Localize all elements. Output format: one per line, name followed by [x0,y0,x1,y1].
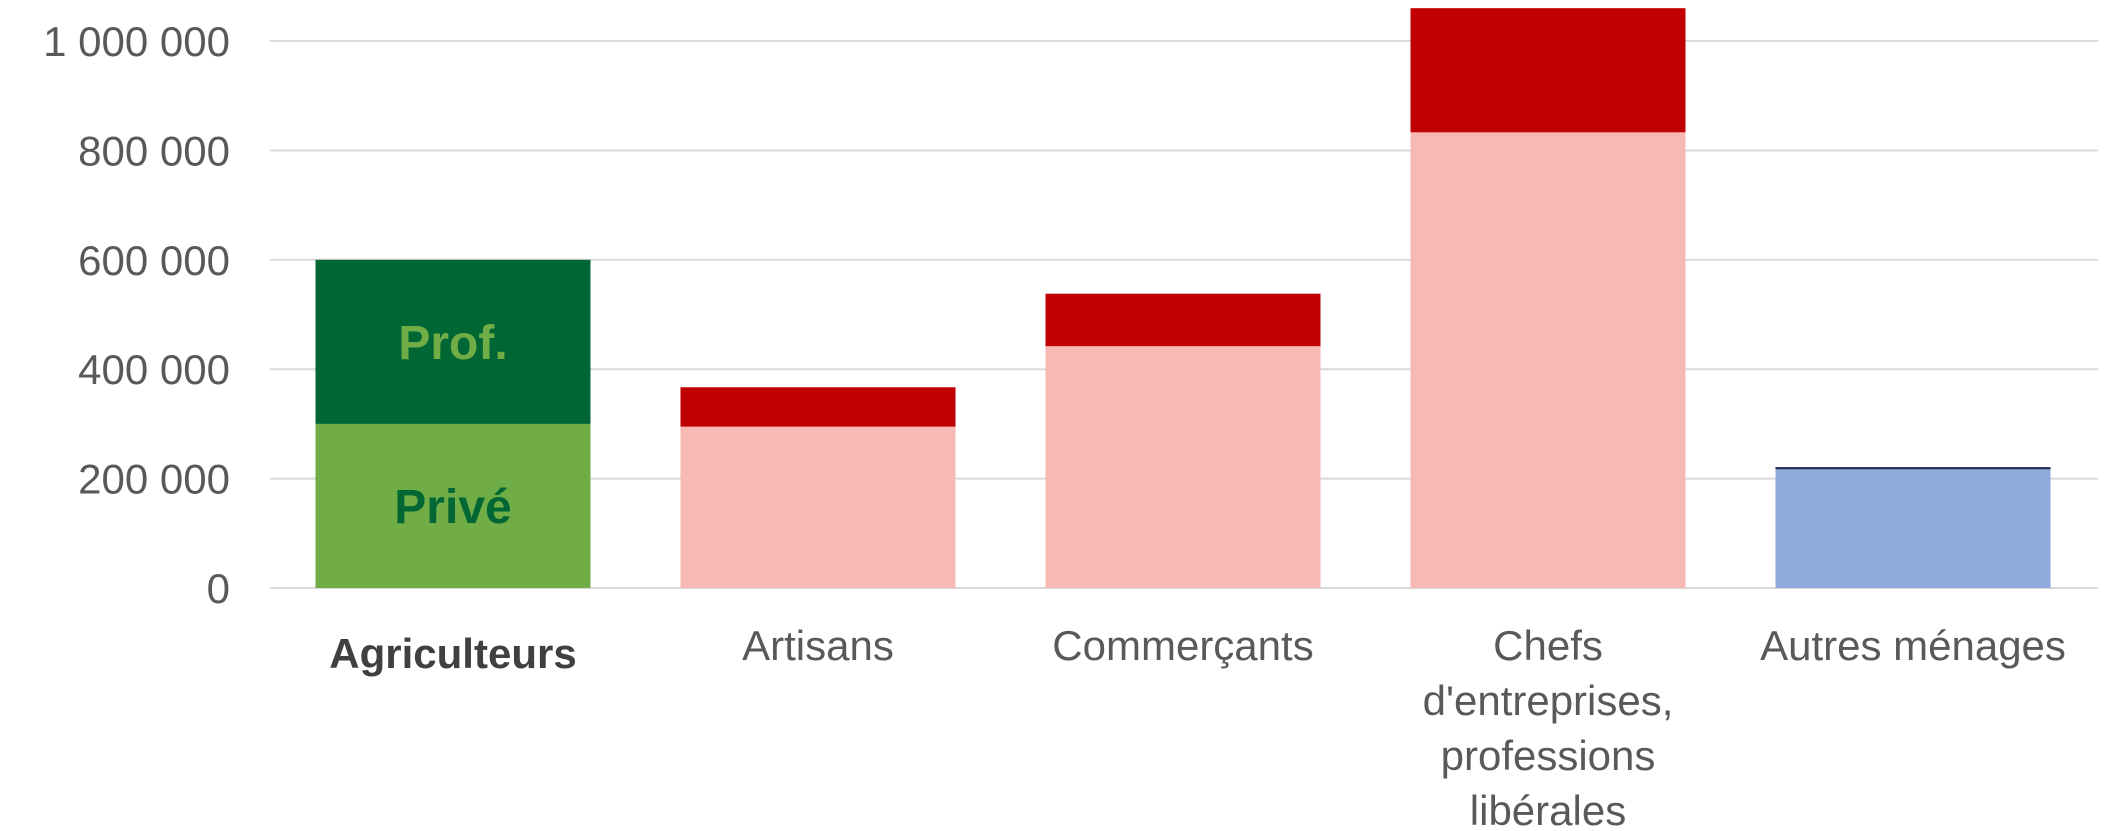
bar-segment [1045,293,1321,347]
x-category-label-line: professions [1441,732,1656,779]
bar-segment [680,426,956,588]
segment-label: Prof. [398,317,507,370]
bar-segment [1410,8,1686,133]
bar-segment [315,423,591,588]
y-tick-label: 1 000 000 [43,18,230,65]
x-category-label: Commerçants [1052,622,1313,669]
bar-segment [1410,132,1686,588]
segment-label: Privé [394,481,511,534]
y-tick-label: 0 [207,565,230,612]
bar-segment [680,387,956,427]
x-category-label-line: Chefs [1493,622,1603,669]
bar-segment [315,259,591,424]
x-axis-category-labels: Agriculteurs Artisans Commerçants Chefs d'en… [329,622,2066,831]
x-category-label-line: libérales [1470,787,1626,831]
y-tick-label: 600 000 [78,237,230,284]
y-tick-label: 400 000 [78,346,230,393]
bar-segment [1775,469,2051,588]
x-category-label: Artisans [742,622,894,669]
x-category-label-line: Autres ménages [1760,622,2066,669]
x-category-label-line: Artisans [742,622,894,669]
x-category-label-line: Commerçants [1052,622,1313,669]
y-tick-label: 800 000 [78,127,230,174]
bar-segment [1775,467,2051,470]
y-axis-tick-labels: 0 200 000 400 000 600 000 800 000 1 000 000 [43,18,230,612]
y-tick-label: 200 000 [78,456,230,503]
x-category-label-line: d'entreprises, [1423,677,1674,724]
bars [315,8,2051,588]
x-category-label-line: Agriculteurs [329,630,576,677]
segment-labels: Privé Prof. [394,317,511,534]
x-category-label: Autres ménages [1760,622,2066,669]
x-category-label: Agriculteurs [329,630,576,677]
x-category-label: Chefs d'entreprises, professions libérales [1423,622,1674,831]
bar-segment [1045,346,1321,588]
